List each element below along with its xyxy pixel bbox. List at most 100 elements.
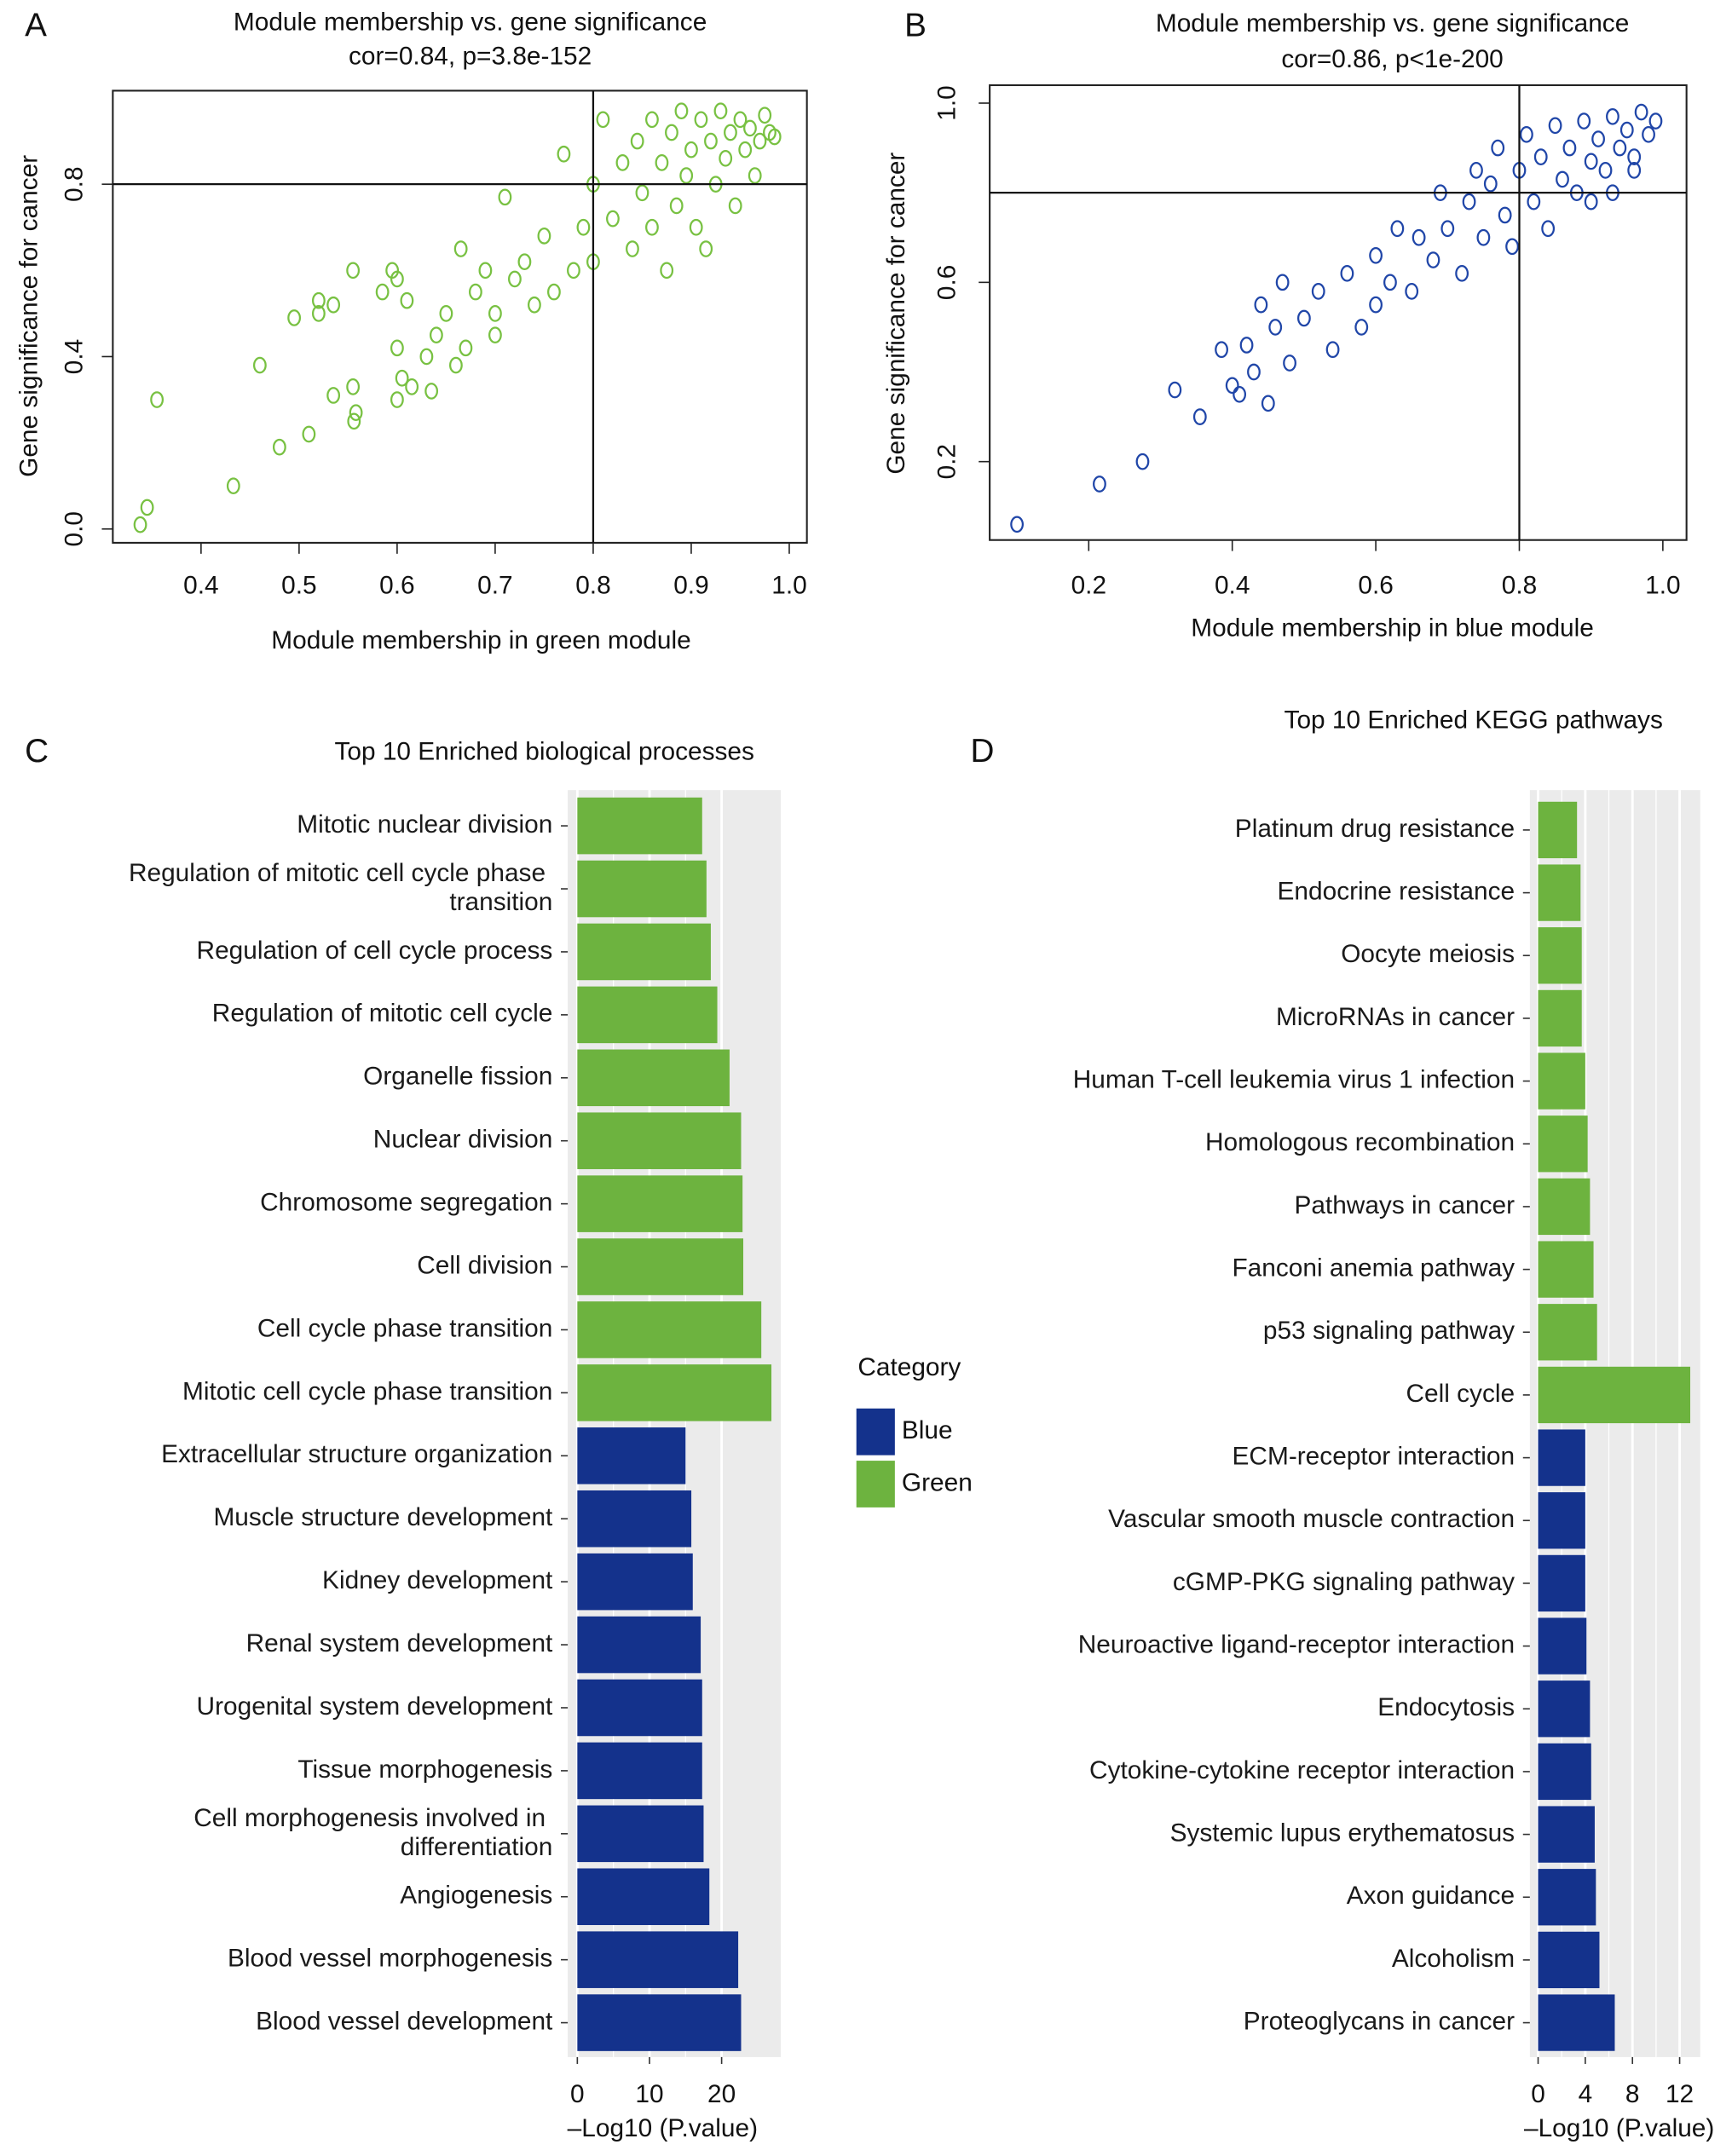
point (557, 145, 571, 163)
x-tick-label: 8 (1625, 2080, 1640, 2108)
point (326, 296, 341, 314)
point (1168, 381, 1182, 399)
legend-title: Category (857, 1353, 961, 1381)
bar (1538, 1617, 1587, 1675)
point (1584, 153, 1598, 170)
category-label: Pathways in cancer (1294, 1191, 1515, 1219)
point (537, 228, 551, 245)
point (1283, 355, 1296, 372)
point (1469, 162, 1483, 179)
category-label: MicroRNAs in cancer (1276, 1003, 1515, 1031)
bar (1538, 1115, 1588, 1173)
point (405, 378, 419, 395)
category-label: Chromosome segregation (260, 1189, 552, 1217)
plot-box (989, 84, 1688, 541)
bar (577, 1616, 701, 1674)
point (1192, 408, 1207, 425)
point (459, 339, 473, 357)
point (1135, 453, 1150, 470)
point (287, 309, 302, 326)
point (424, 383, 439, 400)
point (674, 102, 689, 120)
point (1093, 476, 1106, 493)
point (615, 154, 630, 171)
point (606, 210, 620, 228)
point (733, 111, 748, 129)
category-label: Neuroactive ligand-receptor interaction (1078, 1630, 1515, 1658)
x-axis-label: Module membership in blue module (1191, 614, 1594, 642)
bar (1538, 1806, 1595, 1863)
x-tick-label: 10 (635, 2080, 663, 2108)
x-tick-label: 0.7 (477, 571, 512, 599)
x-tick-label: 1.0 (771, 571, 806, 599)
point (326, 387, 341, 404)
category-label: Axon guidance (1347, 1882, 1515, 1910)
point (1239, 337, 1254, 354)
bar (1538, 1869, 1596, 1926)
point (430, 326, 443, 344)
point (660, 262, 674, 280)
point (743, 119, 757, 137)
point (226, 477, 240, 495)
bar (577, 1994, 742, 2051)
x-tick-label: 0.5 (281, 571, 316, 599)
point (1462, 193, 1476, 210)
x-tick-label: 0.6 (379, 571, 414, 599)
point (133, 516, 147, 533)
category-label: Fanconi anemia pathway (1232, 1254, 1515, 1282)
chart-title: Top 10 Enriched biological processes (334, 738, 753, 766)
point (728, 197, 742, 215)
point (478, 262, 493, 280)
bar (577, 1175, 743, 1232)
category-label: Mitotic cell cycle phase transition (182, 1377, 552, 1405)
point (694, 111, 708, 129)
point (655, 154, 669, 171)
point (1642, 125, 1655, 143)
bar (577, 860, 707, 918)
legend-label: Green (902, 1468, 973, 1496)
category-label: Muscle structure development (213, 1503, 553, 1531)
point (150, 391, 165, 408)
bar (1538, 1178, 1591, 1236)
point (1215, 341, 1228, 359)
x-tick-label: 0.8 (575, 571, 610, 599)
chart-title: Module membership vs. gene significance (1156, 9, 1629, 37)
x-tick-label: 12 (1666, 2080, 1694, 2108)
point (488, 305, 502, 322)
point (140, 499, 154, 516)
point (1390, 220, 1405, 238)
legend-swatch (856, 1461, 895, 1507)
category-label: Proteoglycans in cancer (1244, 2007, 1515, 2035)
x-tick-label: 20 (707, 2080, 736, 2108)
bar (577, 1931, 739, 1988)
point (252, 356, 267, 374)
point (1541, 220, 1556, 238)
panel-label: C (25, 733, 49, 770)
category-label: Human T-cell leukemia virus 1 infection (1073, 1065, 1515, 1093)
bar (1538, 1366, 1691, 1424)
category-label: Cytokine-cytokine receptor interaction (1089, 1756, 1515, 1784)
chart-title: Module membership vs. gene significance (234, 8, 707, 36)
legend-label: Blue (902, 1416, 953, 1444)
bar (577, 1301, 762, 1358)
point (1591, 130, 1605, 147)
category-label: p53 signaling pathway (1263, 1317, 1515, 1345)
point (311, 305, 326, 322)
category-label: Platinum drug resistance (1235, 815, 1515, 843)
point (1505, 238, 1519, 256)
point (1627, 162, 1642, 179)
bar (1538, 1743, 1591, 1801)
point (547, 283, 561, 301)
x-axis-label: –Log10 (P.value) (1524, 2114, 1714, 2142)
point (1476, 228, 1491, 246)
point (1275, 274, 1290, 291)
bar (577, 986, 718, 1044)
point (1483, 175, 1498, 193)
chart-subtitle: cor=0.84, p=3.8e-152 (349, 43, 592, 71)
point (1412, 228, 1426, 246)
point (1247, 363, 1261, 381)
x-tick-label: 0.2 (1071, 571, 1106, 599)
category-label: Regulation of mitotic cell cycle phase t… (129, 859, 552, 916)
